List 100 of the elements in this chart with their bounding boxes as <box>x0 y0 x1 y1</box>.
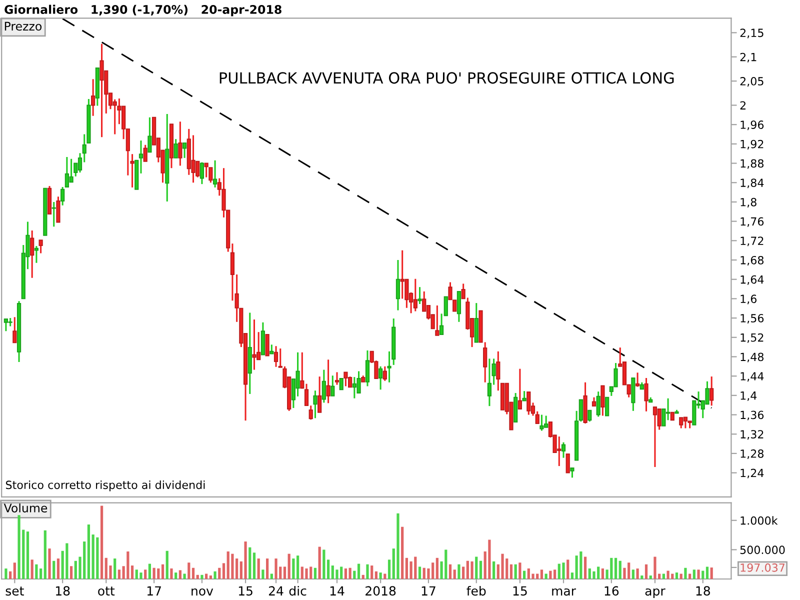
bar <box>688 574 692 579</box>
x-tick-label: ott <box>98 586 115 596</box>
y-tick-label: 1,76 <box>740 217 764 227</box>
bar <box>549 570 552 579</box>
bar <box>140 572 142 579</box>
candlestick <box>635 372 640 388</box>
bar <box>56 558 60 579</box>
bar <box>510 564 513 579</box>
bar <box>9 571 12 579</box>
bar <box>384 574 386 579</box>
candlestick <box>265 334 270 356</box>
bar <box>18 515 20 579</box>
annotation: PULLBACK AVVENUTA ORA PUO' PROSEGUIRE OTTICA LONG <box>220 72 674 84</box>
bar <box>522 570 526 579</box>
bar <box>614 558 618 579</box>
y-tick-label: 1,28 <box>740 449 764 459</box>
y-tick-label: 197.037 <box>740 563 785 572</box>
bar <box>562 562 565 579</box>
x-tick-label: nov <box>192 588 214 596</box>
candlestick <box>200 162 204 185</box>
candlestick <box>296 352 300 398</box>
candlestick <box>334 371 340 386</box>
bar <box>296 556 300 579</box>
x-tick-label: 2018 <box>366 586 396 596</box>
y-tick-label: 1,56 <box>740 314 764 324</box>
y-tick-label: 2,05 <box>740 77 764 87</box>
candlestick <box>322 369 326 404</box>
bar <box>170 568 173 579</box>
bar <box>344 568 348 579</box>
bar <box>448 564 452 579</box>
bar <box>479 560 482 579</box>
bar <box>566 560 570 579</box>
y-tick-label: 1,24 <box>740 468 764 478</box>
bar <box>288 554 290 579</box>
candlestick <box>378 366 383 390</box>
candlestick <box>330 374 335 397</box>
bar <box>584 556 587 579</box>
candlestick <box>570 467 574 478</box>
candlestick <box>252 318 256 371</box>
bar <box>35 564 38 579</box>
y-tick-label: 1,44 <box>740 372 764 382</box>
candlestick <box>526 391 531 416</box>
candlestick <box>91 78 96 117</box>
bar <box>362 574 364 579</box>
x-tick-label: 16 <box>604 586 619 596</box>
y-tick-label: 1,36 <box>740 410 764 420</box>
x-tick-label: apr <box>645 588 666 598</box>
candlestick <box>34 245 38 264</box>
candlestick <box>566 453 570 474</box>
x-tick-label: 24 <box>268 586 284 596</box>
bar <box>374 571 378 579</box>
bar <box>575 556 578 579</box>
bar <box>618 560 622 579</box>
bar <box>706 566 709 579</box>
bar <box>257 558 260 579</box>
bar <box>39 568 42 579</box>
bar <box>283 566 286 579</box>
candlestick <box>38 239 43 254</box>
x-tick-label: dic <box>289 586 306 596</box>
bar <box>26 532 30 579</box>
bar <box>188 562 190 579</box>
bar <box>379 572 382 579</box>
y-axis-title: Prezzo <box>4 22 42 31</box>
candlestick <box>400 250 404 300</box>
bar <box>357 564 360 579</box>
bar <box>222 563 226 579</box>
candlestick <box>365 350 370 387</box>
bar <box>244 541 247 579</box>
bar <box>401 526 404 579</box>
bar <box>96 537 99 579</box>
bar <box>148 564 152 579</box>
candlestick <box>456 290 462 323</box>
chart-title: Giornaliero 1,390 (-1,70%) 20-apr-2018 <box>4 4 282 16</box>
candlestick <box>487 358 492 407</box>
bar <box>518 562 522 579</box>
candlestick <box>662 408 666 426</box>
bar <box>161 564 164 579</box>
y-axis-title: Volume <box>4 503 48 512</box>
bar <box>710 567 713 579</box>
bar <box>92 534 94 579</box>
bar <box>366 564 369 579</box>
candlestick <box>260 322 265 356</box>
bar <box>649 575 652 579</box>
y-tick-label: 1,88 <box>740 159 764 169</box>
bar <box>470 561 474 579</box>
annotation: Storico corretto rispetto ai dividendi <box>6 480 205 492</box>
bar <box>192 568 195 579</box>
bar <box>252 552 256 579</box>
bar <box>4 568 8 579</box>
bar <box>30 560 34 579</box>
candlestick <box>413 278 418 312</box>
x-tick-label: 14 <box>330 586 344 596</box>
bar <box>544 574 548 579</box>
x-tick-label: set <box>6 586 24 596</box>
bar <box>697 570 700 579</box>
y-tick-label: 1,72 <box>740 236 764 246</box>
candlestick <box>12 316 17 344</box>
bar <box>100 506 104 579</box>
candlestick <box>270 344 274 355</box>
candlestick <box>100 43 104 138</box>
